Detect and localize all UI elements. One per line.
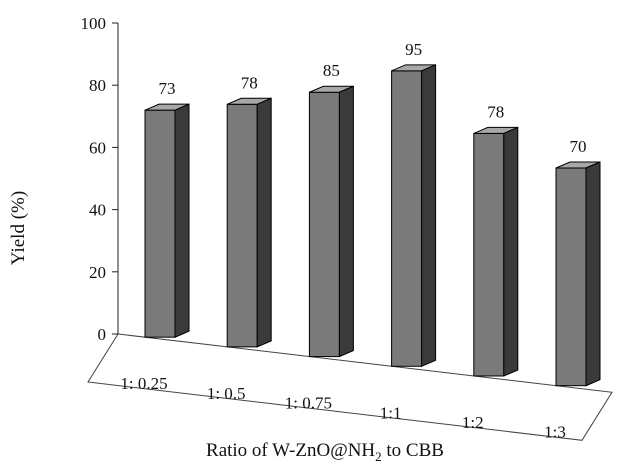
x-axis-label-pre: Ratio of W-ZnO@NH bbox=[206, 440, 375, 461]
data-label: 85 bbox=[323, 61, 340, 80]
bar-side-face bbox=[256, 97, 272, 348]
y-tick-label: 80 bbox=[89, 76, 106, 95]
bar-side-face bbox=[174, 103, 190, 338]
y-tick-label: 40 bbox=[89, 201, 106, 220]
data-label: 78 bbox=[241, 73, 258, 92]
bar-front-face bbox=[144, 109, 176, 338]
bar-front-face bbox=[391, 70, 423, 367]
y-axis-label: Yield (%) bbox=[8, 191, 29, 265]
bar-side-face bbox=[338, 85, 354, 358]
bar-front-face bbox=[226, 103, 258, 348]
bar: 73 bbox=[144, 79, 190, 338]
x-tick-label: 1:1 bbox=[380, 403, 402, 422]
bar-front-face bbox=[473, 132, 505, 377]
x-axis-label: Ratio of W-ZnO@NH2 to CBB bbox=[206, 440, 444, 464]
data-label: 95 bbox=[405, 40, 422, 59]
y-tick-label: 100 bbox=[81, 14, 107, 33]
bar: 85 bbox=[308, 61, 354, 358]
y-tick-label: 60 bbox=[89, 138, 106, 157]
y-tick-label: 0 bbox=[98, 325, 107, 344]
bar: 70 bbox=[555, 137, 601, 387]
x-tick-label: 1:2 bbox=[462, 413, 484, 432]
x-axis-label-sub: 2 bbox=[375, 449, 382, 464]
x-tick-label: 1: 0.5 bbox=[207, 384, 246, 403]
data-label: 70 bbox=[570, 137, 587, 156]
floor-plane bbox=[87, 333, 613, 441]
x-tick-label: 1: 0.75 bbox=[285, 394, 332, 413]
data-label: 78 bbox=[487, 102, 504, 121]
x-axis-label-post: to CBB bbox=[382, 440, 444, 461]
bar-front-face bbox=[555, 167, 587, 387]
x-tick-label: 1: 0.25 bbox=[120, 374, 167, 393]
bar: 78 bbox=[473, 102, 519, 377]
bar: 95 bbox=[391, 40, 437, 368]
y-tick-label: 20 bbox=[89, 263, 106, 282]
bar-side-face bbox=[503, 126, 519, 377]
data-label: 73 bbox=[159, 79, 176, 98]
bar: 78 bbox=[226, 73, 272, 348]
bar-side-face bbox=[585, 161, 601, 387]
x-tick-label: 1:3 bbox=[544, 423, 566, 442]
bar-front-face bbox=[308, 91, 340, 358]
bar-side-face bbox=[421, 64, 437, 368]
